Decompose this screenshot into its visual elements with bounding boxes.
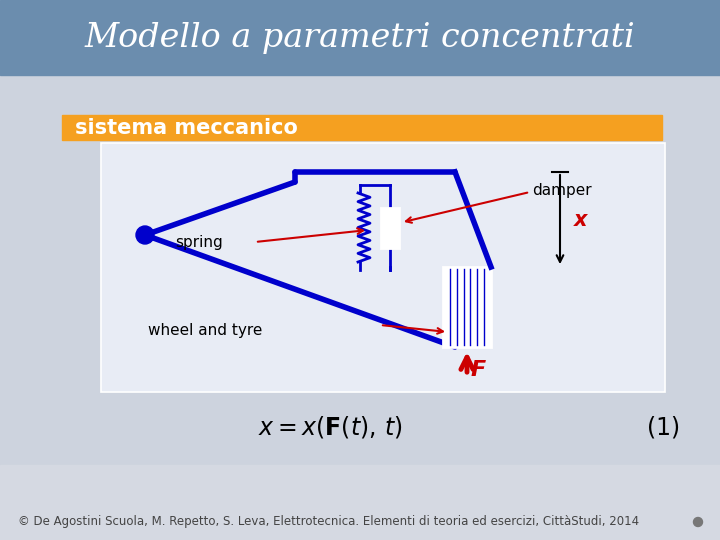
Bar [0,0,720,75]
Bar [0,465,720,540]
Text: Modello a parametri concentrati: Modello a parametri concentrati [85,22,635,54]
Text: x: x [574,210,588,230]
Circle shape [693,517,703,526]
Text: (1): (1) [647,415,680,439]
Text: wheel and tyre: wheel and tyre [148,322,262,338]
Text: F: F [471,360,486,380]
Bar [386,230,394,244]
Bar [100,142,665,392]
Text: © De Agostini Scuola, M. Repetto, S. Leva, Elettrotecnica. Elementi di teoria ed: © De Agostini Scuola, M. Repetto, S. Lev… [18,516,639,529]
Bar [381,207,399,247]
Bar [62,115,662,140]
Text: damper: damper [532,183,592,198]
Bar [102,144,663,390]
Text: $x = x(\mathbf{F}(t),\, t)$: $x = x(\mathbf{F}(t),\, t)$ [258,414,402,440]
Circle shape [136,226,154,244]
Text: sistema meccanico: sistema meccanico [75,118,298,138]
Text: spring: spring [175,234,222,249]
Bar [443,267,491,347]
Bar [0,75,720,465]
